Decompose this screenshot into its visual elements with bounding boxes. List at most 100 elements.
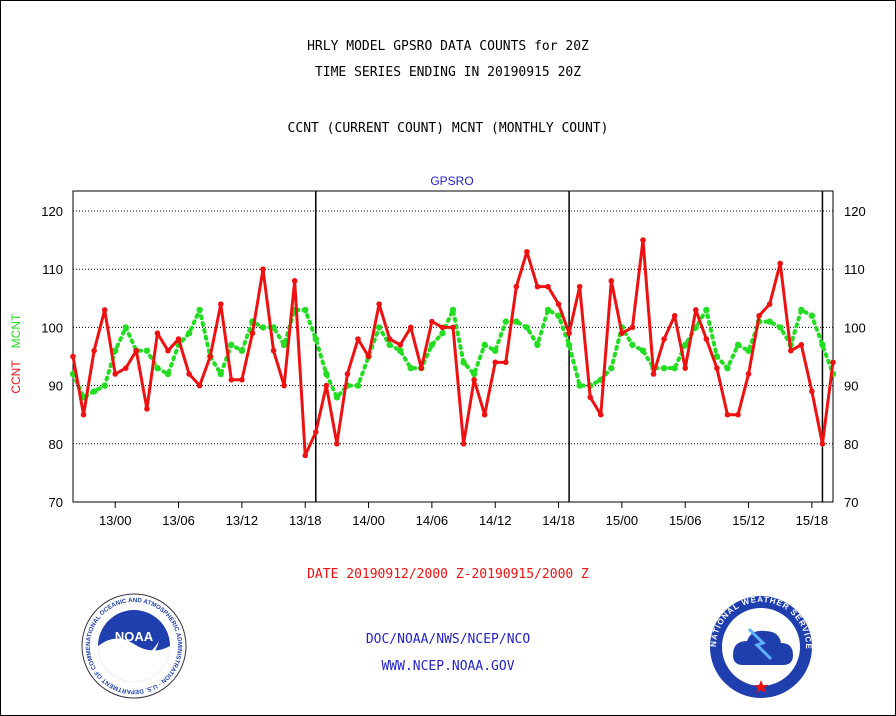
data-point-ccnt xyxy=(587,394,594,401)
data-point-mcnt xyxy=(502,318,509,325)
data-point-mcnt xyxy=(470,370,478,378)
data-point-mcnt xyxy=(808,312,816,319)
data-point-ccnt xyxy=(70,353,76,360)
x-tick-label: 13/00 xyxy=(99,513,132,528)
series-line-ccnt xyxy=(71,238,835,457)
data-point-mcnt xyxy=(386,341,393,349)
x-tick-label: 15/12 xyxy=(732,513,765,528)
y-tick-label-right: 70 xyxy=(844,495,858,510)
data-point-ccnt xyxy=(323,382,330,389)
website-link[interactable]: WWW.NCEP.NOAA.GOV xyxy=(381,659,515,674)
data-point-ccnt xyxy=(397,342,404,348)
y-tick-label-left: 90 xyxy=(49,379,63,394)
data-point-ccnt xyxy=(228,376,235,383)
data-point-mcnt xyxy=(671,364,678,372)
plot-title: GPSRO xyxy=(430,174,473,188)
data-point-mcnt xyxy=(375,324,383,331)
data-point-mcnt xyxy=(259,324,267,331)
data-point-mcnt xyxy=(798,306,805,314)
data-point-ccnt xyxy=(450,324,456,331)
data-point-ccnt xyxy=(365,353,372,360)
data-point-ccnt xyxy=(260,266,266,273)
data-point-mcnt xyxy=(576,382,583,389)
data-point-ccnt xyxy=(239,376,245,383)
nws-logo: NATIONAL WEATHER SERVICE xyxy=(709,595,813,699)
data-point-ccnt xyxy=(619,330,625,337)
y-tick-label-left: 100 xyxy=(41,320,63,335)
date-range-label: DATE 20190912/2000 Z-20190915/2000 Z xyxy=(307,567,589,582)
noaa-logo-text: NOAA xyxy=(115,629,154,644)
chart-title-line-3: CCNT (CURRENT COUNT) MCNT (MONTHLY COUNT… xyxy=(287,121,609,136)
data-point-ccnt xyxy=(312,429,319,435)
y-tick-label-right: 80 xyxy=(844,437,858,452)
data-point-mcnt xyxy=(164,370,172,378)
data-point-ccnt xyxy=(671,312,678,319)
data-point-mcnt xyxy=(766,318,773,325)
data-point-ccnt xyxy=(650,371,657,377)
data-point-ccnt xyxy=(91,347,97,354)
data-point-ccnt xyxy=(640,237,646,243)
data-point-ccnt xyxy=(418,365,425,371)
data-point-mcnt xyxy=(333,394,341,401)
data-point-ccnt xyxy=(207,353,214,360)
data-point-ccnt xyxy=(513,283,520,290)
data-point-ccnt xyxy=(724,411,731,418)
data-point-ccnt xyxy=(481,411,488,418)
data-point-mcnt xyxy=(312,335,319,343)
data-point-ccnt xyxy=(629,324,636,331)
data-point-ccnt xyxy=(830,359,836,366)
data-point-mcnt xyxy=(228,341,235,349)
x-tick-label: 13/06 xyxy=(162,513,195,528)
data-point-ccnt xyxy=(429,318,435,325)
series-group xyxy=(69,237,837,459)
data-point-ccnt xyxy=(439,324,446,331)
data-point-ccnt xyxy=(407,324,414,331)
data-point-mcnt xyxy=(492,347,499,354)
data-point-ccnt xyxy=(281,382,287,389)
org-label: DOC/NOAA/NWS/NCEP/NCO xyxy=(365,632,531,647)
data-point-mcnt xyxy=(534,341,541,349)
data-point-ccnt xyxy=(186,371,192,377)
data-point-mcnt xyxy=(565,341,573,349)
data-point-ccnt xyxy=(777,260,784,267)
data-point-mcnt xyxy=(449,306,457,314)
data-point-ccnt xyxy=(355,336,361,342)
data-point-ccnt xyxy=(545,283,551,290)
series-ccnt xyxy=(70,237,836,459)
data-point-ccnt xyxy=(766,301,773,307)
data-point-mcnt xyxy=(745,347,752,354)
x-axis: 13/00 13/06 13/12 13/18 14/00 14/06 14/12 14/18… xyxy=(99,502,828,528)
data-point-mcnt xyxy=(682,341,689,349)
data-point-ccnt xyxy=(302,452,309,459)
data-point-ccnt xyxy=(249,330,256,337)
noaa-logo: NOAA NATIONAL OCEANIC AND ATMOSPHERIC AD… xyxy=(79,588,187,699)
data-point-ccnt xyxy=(344,371,351,377)
data-point-ccnt xyxy=(756,312,762,319)
data-point-ccnt xyxy=(492,359,499,366)
data-point-ccnt xyxy=(101,307,108,313)
y-tick-label-left: 120 xyxy=(41,204,63,219)
data-point-ccnt xyxy=(175,336,182,342)
data-point-ccnt xyxy=(133,347,140,354)
data-point-ccnt xyxy=(80,411,87,418)
data-point-ccnt xyxy=(714,365,720,371)
data-point-ccnt xyxy=(745,371,752,377)
data-point-mcnt xyxy=(354,382,362,389)
x-tick-label: 13/12 xyxy=(226,513,259,528)
y-axis-right: 70 80 90 100 110 120 xyxy=(844,204,866,510)
y-label-ccnt: CCNT xyxy=(9,360,23,394)
y-tick-label-right: 110 xyxy=(844,262,865,277)
data-point-ccnt xyxy=(386,336,393,342)
data-point-ccnt xyxy=(661,336,667,342)
data-point-mcnt xyxy=(819,341,826,349)
x-tick-label: 13/18 xyxy=(289,513,322,528)
y-label-mcnt: MCNT xyxy=(9,313,23,348)
data-point-ccnt xyxy=(787,347,794,354)
data-point-ccnt xyxy=(566,330,572,337)
data-point-ccnt xyxy=(608,278,615,284)
data-point-ccnt xyxy=(122,365,129,371)
data-point-mcnt xyxy=(460,359,467,366)
data-point-mcnt xyxy=(724,364,731,372)
data-point-mcnt xyxy=(302,306,309,314)
data-point-ccnt xyxy=(217,301,224,307)
